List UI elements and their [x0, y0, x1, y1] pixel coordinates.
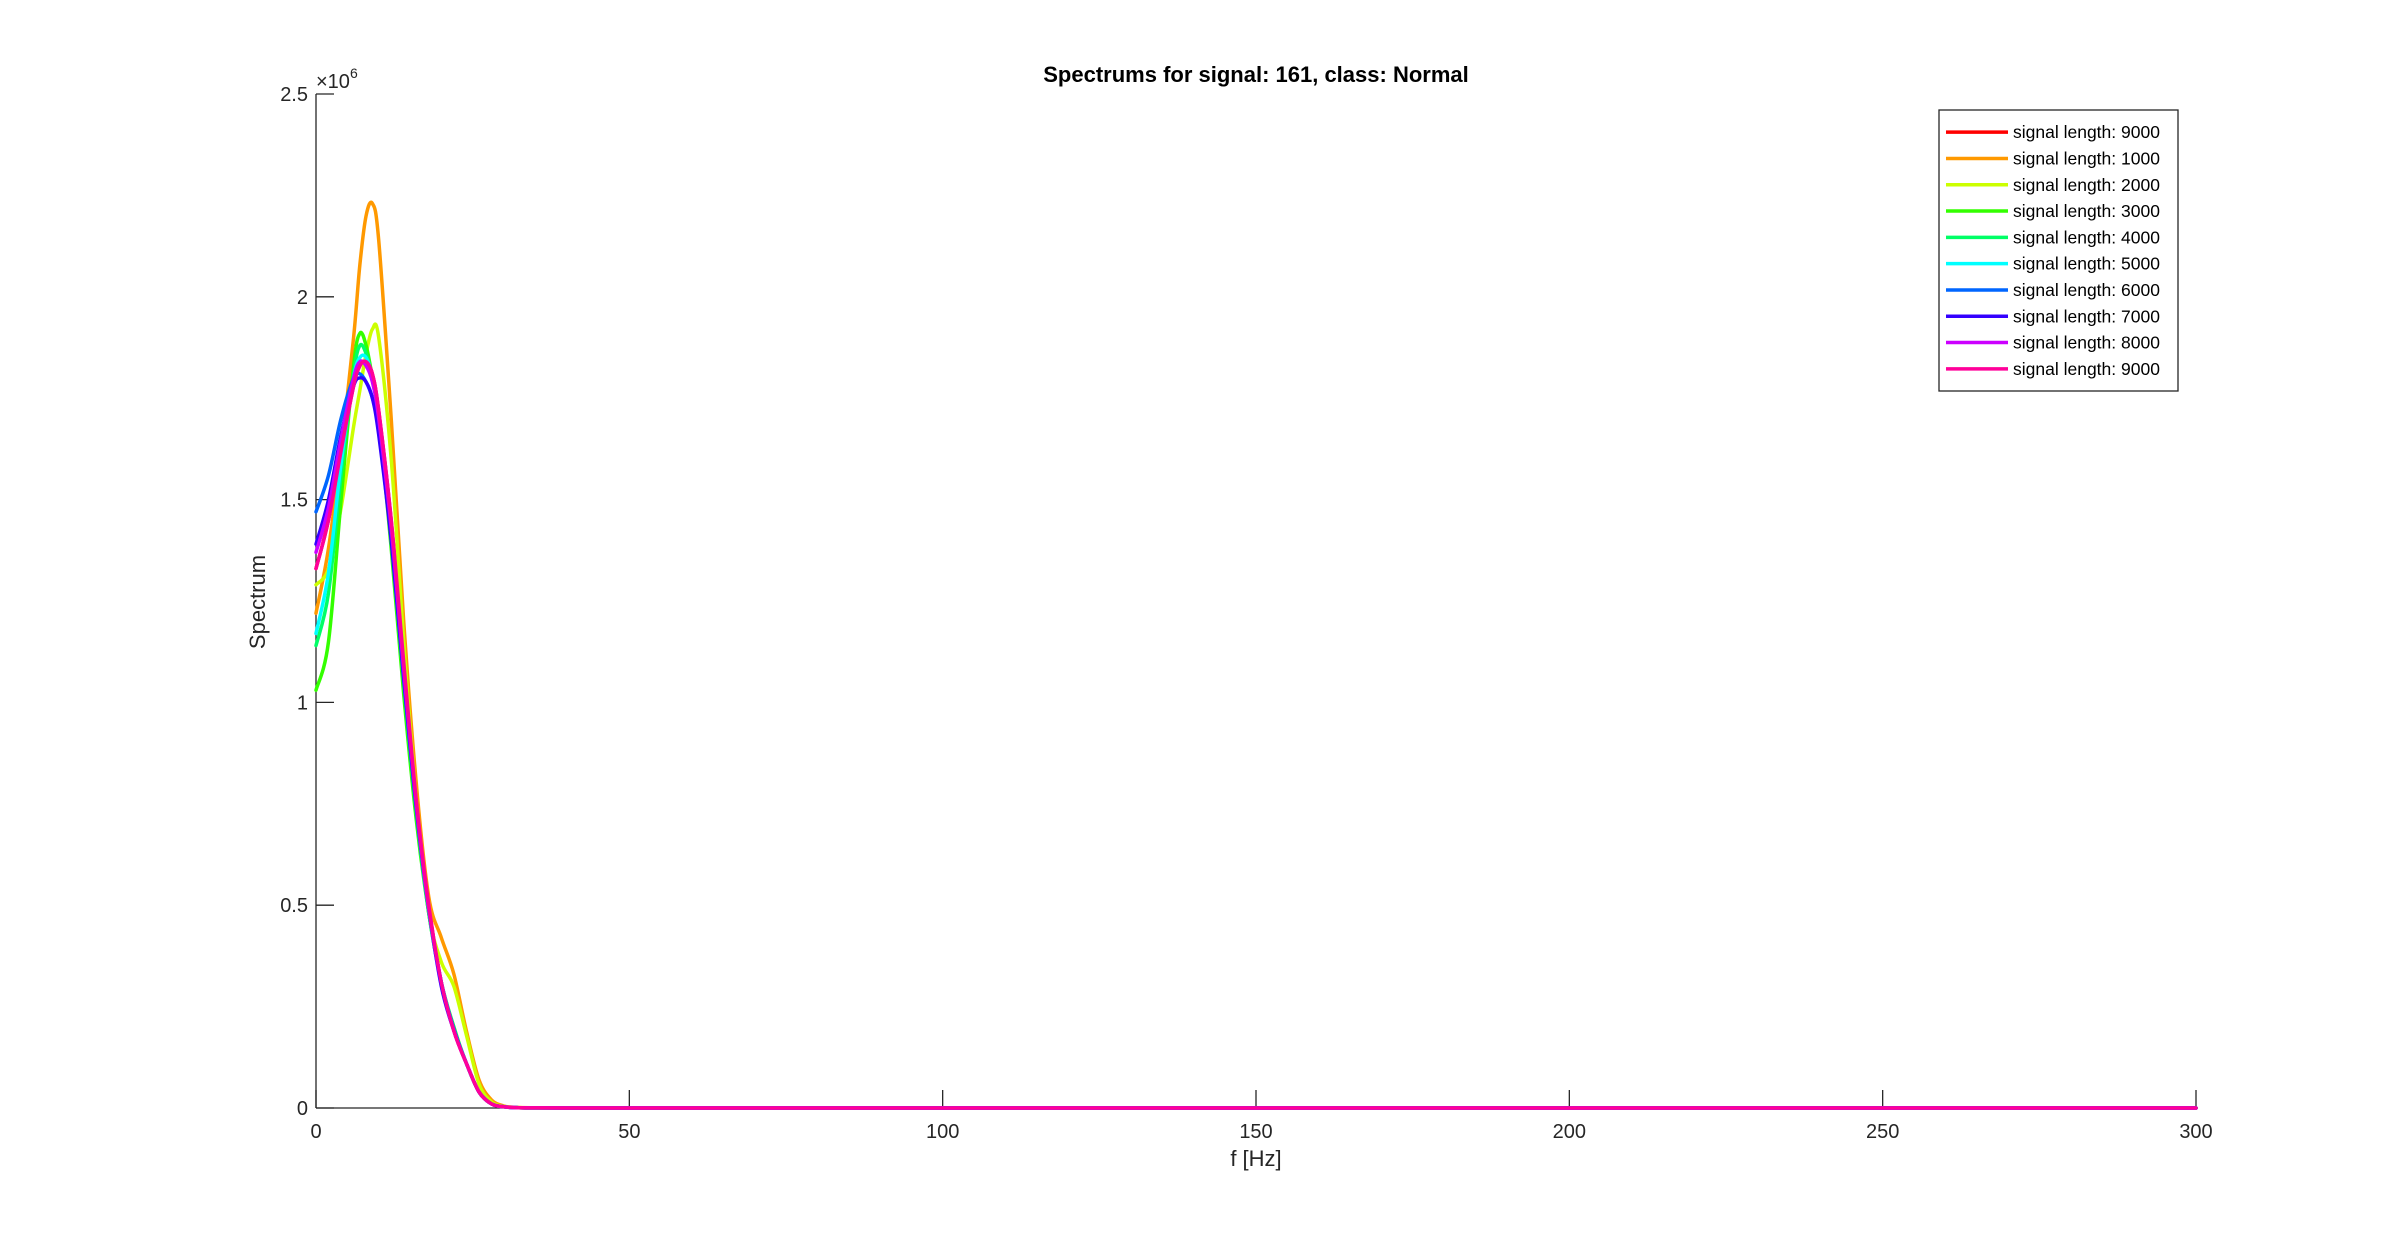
series-line-7 — [314, 371, 2198, 1110]
legend-entry: signal length: 6000 — [2013, 280, 2160, 300]
y-tick-label: 1 — [297, 692, 308, 714]
x-tick-label: 200 — [1553, 1121, 1586, 1143]
series-line-5 — [314, 342, 2198, 1110]
series-line-1 — [314, 359, 2198, 1110]
y-tick-label: 0 — [297, 1098, 308, 1120]
x-tick-label: 0 — [310, 1121, 321, 1143]
series-line-6 — [314, 353, 2198, 1110]
legend-entry: signal length: 7000 — [2013, 306, 2160, 326]
legend-entry: signal length: 9000 — [2013, 359, 2160, 379]
plot-area: 0 50 100 150 200 250 300 0 0.5 1 1.5 2 2.5 — [280, 84, 2213, 1143]
y-tick-label: 1.5 — [280, 490, 308, 512]
y-tick-label: 0.5 — [280, 895, 308, 917]
x-tick-label: 150 — [1239, 1121, 1272, 1143]
chart-title: Spectrums for signal: 161, class: Normal — [1043, 62, 1469, 87]
y-axis-exponent: ×106 — [316, 65, 358, 93]
x-tick-label: 300 — [2179, 1121, 2212, 1143]
y-tick-label: 2.5 — [280, 84, 308, 106]
series-line-8 — [314, 375, 2198, 1110]
legend-entry: signal length: 1000 — [2013, 148, 2160, 168]
legend-entry: signal length: 3000 — [2013, 201, 2160, 221]
y-exponent-power: 6 — [350, 65, 358, 81]
y-tick-label: 2 — [297, 287, 308, 309]
series-line-2 — [314, 200, 2198, 1110]
legend-entry: signal length: 8000 — [2013, 333, 2160, 353]
x-tick-label: 100 — [926, 1121, 959, 1143]
series-line-10 — [314, 359, 2198, 1110]
y-exponent-base: ×10 — [316, 71, 350, 93]
legend-entry: signal length: 5000 — [2013, 254, 2160, 274]
series-line-4 — [314, 330, 2198, 1110]
y-axis-label: Spectrum — [245, 555, 270, 649]
legend-entry: signal length: 9000 — [2013, 122, 2160, 142]
x-tick-label: 50 — [618, 1121, 640, 1143]
legend-entry: signal length: 4000 — [2013, 227, 2160, 247]
x-axis-label: f [Hz] — [1230, 1146, 1281, 1171]
x-tick-label: 250 — [1866, 1121, 1899, 1143]
legend-entry: signal length: 2000 — [2013, 175, 2160, 195]
series-line-3 — [314, 322, 2198, 1110]
series-line-9 — [314, 359, 2198, 1110]
legend[interactable]: signal length: 9000 signal length: 1000 si… — [1938, 109, 2179, 392]
